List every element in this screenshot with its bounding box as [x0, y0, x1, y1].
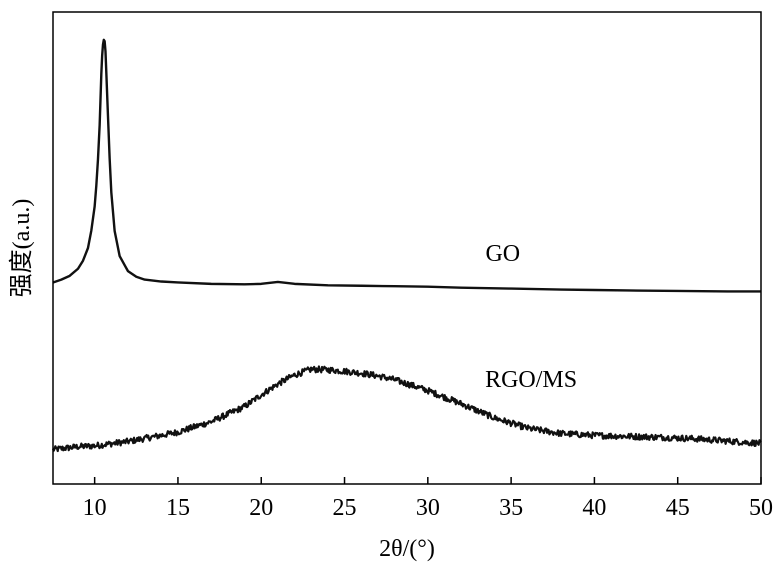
x-tick-label: 40	[582, 495, 606, 521]
series-annotation-rgo-ms: RGO/MS	[485, 367, 577, 393]
x-axis-ticks: 10 15 20 25 30 35 40 45 50	[83, 477, 773, 521]
x-tick-label: 50	[749, 495, 773, 521]
plot-frame	[52, 11, 762, 485]
x-tick-label: 35	[499, 495, 523, 521]
x-tick-label: 30	[416, 495, 440, 521]
x-tick-label: 15	[166, 495, 190, 521]
x-tick-label: 10	[83, 495, 107, 521]
plot-content: GO RGO/MS	[51, 38, 762, 453]
x-tick-label: 20	[249, 495, 273, 521]
series-line-go	[52, 38, 761, 293]
series-line-rgo-ms	[51, 365, 762, 453]
x-tick-label: 25	[333, 495, 357, 521]
y-axis-label: 强度(a.u.)	[8, 199, 35, 298]
x-axis-label: 2θ/(°)	[379, 536, 435, 562]
series-annotation-go: GO	[485, 241, 520, 267]
x-tick-label: 45	[666, 495, 690, 521]
